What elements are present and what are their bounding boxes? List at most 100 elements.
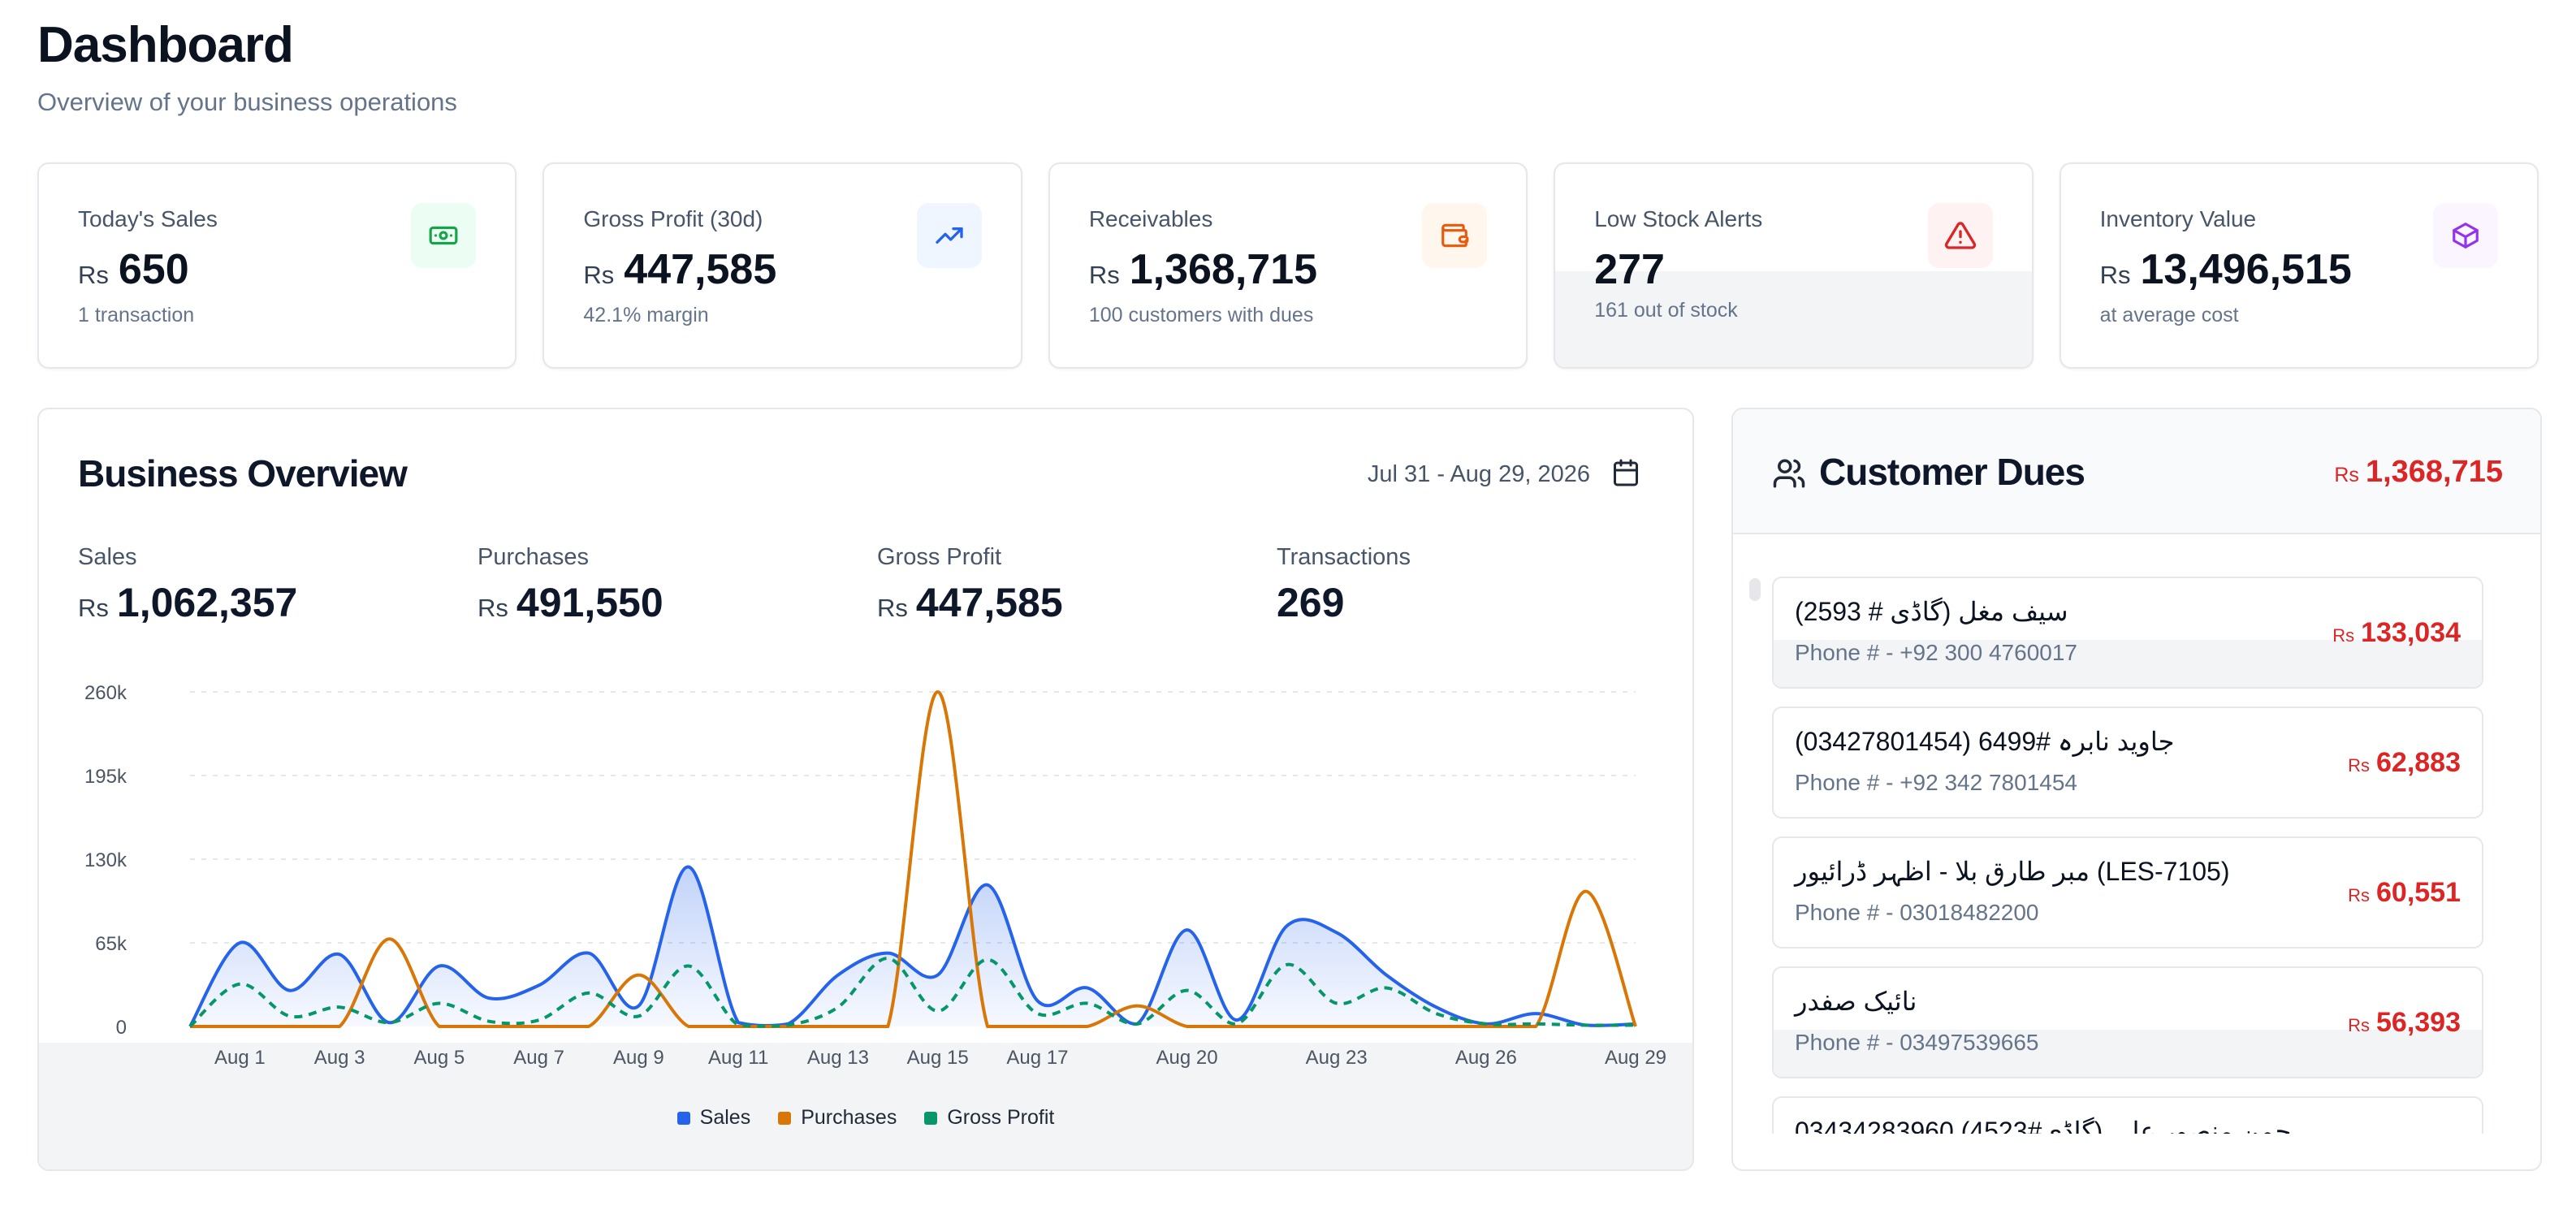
customer-phone: Phone # - +92 300 4760017 <box>1795 640 2077 665</box>
metric-purchases: Purchases Rs 491,550 <box>478 544 663 626</box>
list-item[interactable]: حمن منصور علی (گاڈی#4523) 03434283960 <box>1772 1096 2483 1134</box>
currency-label: Rs <box>2334 464 2359 486</box>
customer-phone: Phone # - 03018482200 <box>1795 900 2039 925</box>
stat-label: Inventory Value <box>2099 206 2257 231</box>
legend-item-sales[interactable]: Sales <box>676 1106 750 1130</box>
customer-name: نائیک صفدر <box>1795 987 1917 1016</box>
stat-value: Rs 447,585 <box>583 246 777 293</box>
y-tick-label: 65k <box>95 933 128 955</box>
currency-label: Rs <box>877 594 908 622</box>
scrollbar-thumb[interactable] <box>1749 578 1761 601</box>
date-range-label[interactable]: Jul 31 - Aug 29, 2026 <box>1367 461 1590 487</box>
x-tick-label: Aug 5 <box>414 1047 465 1069</box>
x-tick-label: Aug 7 <box>513 1047 564 1069</box>
customer-name: حمن منصور علی (گاڈی#4523) 03434283960 <box>1795 1117 2292 1134</box>
metric-sales: Sales Rs 1,062,357 <box>78 544 297 626</box>
legend-item-gross-profit[interactable]: Gross Profit <box>924 1106 1054 1130</box>
x-tick-label: Aug 15 <box>907 1047 969 1069</box>
stat-value: Rs 1,368,715 <box>1088 246 1318 293</box>
series-purchases-line <box>189 690 1637 1028</box>
business-overview-title: Business Overview <box>78 452 408 495</box>
due-amount: Rs 56,393 <box>2348 1007 2461 1038</box>
stat-label: Gross Profit (30d) <box>583 206 763 231</box>
customer-name: مبر طارق بلا - اظہر ڈرائیور (LES-7105) <box>1795 857 2230 886</box>
chart-legend: Sales Purchases Gross Profit <box>39 1106 1692 1130</box>
customer-phone: Phone # - +92 342 7801454 <box>1795 770 2077 795</box>
stat-value: 277 <box>1594 246 1665 293</box>
trending-up-icon <box>916 203 982 268</box>
x-tick-label: Aug 23 <box>1306 1047 1368 1069</box>
x-tick-label: Aug 26 <box>1455 1047 1517 1069</box>
due-amount: Rs 62,883 <box>2348 747 2461 778</box>
page-subtitle: Overview of your business operations <box>37 88 457 116</box>
currency-label: Rs <box>1088 261 1120 289</box>
currency-label: Rs <box>478 594 508 622</box>
series-sales-area <box>190 866 1636 1026</box>
list-item[interactable]: سیف مغل (گاڈی # 2593) Phone # - +92 300 … <box>1772 577 2483 689</box>
business-overview-chart: 0 65k 130k 195k 260k Aug 1 Aug 3 Aug 5 Aug 7 Aug … <box>84 682 1666 1069</box>
stat-cards: Today's Sales Rs 650 1 transaction Gross … <box>37 162 2539 369</box>
x-tick-label: Aug 20 <box>1156 1047 1218 1069</box>
stat-card-receivables[interactable]: Receivables Rs 1,368,715 100 customers wi… <box>1048 162 1528 369</box>
metric-label: Transactions <box>1277 544 1411 570</box>
list-item[interactable]: نائیک صفدر Phone # - 03497539665 Rs 56,39… <box>1772 966 2483 1078</box>
x-tick-label: Aug 29 <box>1605 1047 1666 1069</box>
stat-sub: 161 out of stock <box>1594 299 1738 322</box>
users-icon <box>1772 456 1806 490</box>
x-tick-label: Aug 17 <box>1006 1047 1068 1069</box>
stat-value: Rs 650 <box>78 246 189 293</box>
due-amount: Rs 60,551 <box>2348 877 2461 908</box>
currency-label: Rs <box>583 261 615 289</box>
metric-gross-profit: Gross Profit Rs 447,585 <box>877 544 1063 626</box>
y-tick-label: 260k <box>84 682 128 704</box>
currency-label: Rs <box>78 261 109 289</box>
list-item[interactable]: جاوید نابرہ #6499 (03427801454) Phone # … <box>1772 707 2483 819</box>
y-tick-label: 195k <box>84 766 128 788</box>
page-title: Dashboard <box>37 17 294 73</box>
metric-label: Sales <box>78 544 137 570</box>
stat-sub: 100 customers with dues <box>1088 304 1314 326</box>
customer-dues-title: Customer Dues <box>1819 451 2085 493</box>
stat-sub: 42.1% margin <box>583 304 709 326</box>
metric-value: Rs 491,550 <box>478 580 663 625</box>
metric-value: 269 <box>1277 580 1345 625</box>
stat-card-gross-profit[interactable]: Gross Profit (30d) Rs 447,585 42.1% margi… <box>542 162 1022 369</box>
y-tick-label: 0 <box>116 1017 127 1039</box>
x-tick-label: Aug 11 <box>708 1047 768 1069</box>
alert-triangle-icon <box>1927 203 1993 268</box>
customer-phone: Phone # - 03497539665 <box>1795 1030 2039 1055</box>
x-tick-label: Aug 3 <box>314 1047 365 1069</box>
stat-card-todays-sales[interactable]: Today's Sales Rs 650 1 transaction <box>37 162 517 369</box>
legend-item-purchases[interactable]: Purchases <box>778 1106 897 1130</box>
stat-sub: 1 transaction <box>78 304 195 326</box>
customer-name: سیف مغل (گاڈی # 2593) <box>1795 597 2068 626</box>
customer-dues-list[interactable]: سیف مغل (گاڈی # 2593) Phone # - +92 300 … <box>1772 577 2483 1134</box>
customer-dues-header: Customer Dues Rs 1,368,715 <box>1733 409 2540 534</box>
stat-label: Receivables <box>1088 206 1213 231</box>
wallet-icon <box>1422 203 1488 268</box>
stat-label: Today's Sales <box>78 206 218 231</box>
currency-label: Rs <box>2099 261 2131 289</box>
business-overview-card: Business Overview Jul 31 - Aug 29, 2026 … <box>37 408 1694 1171</box>
list-item[interactable]: مبر طارق بلا - اظہر ڈرائیور (LES-7105) P… <box>1772 836 2483 949</box>
x-tick-label: Aug 1 <box>214 1047 266 1069</box>
metric-transactions: Transactions 269 <box>1277 544 1411 626</box>
customer-dues-total: Rs 1,368,715 <box>2334 455 2503 489</box>
metric-value: Rs 447,585 <box>877 580 1063 625</box>
currency-label: Rs <box>78 594 109 622</box>
stat-sub: at average cost <box>2099 304 2239 326</box>
x-tick-label: Aug 9 <box>613 1047 664 1069</box>
stat-card-inventory-value[interactable]: Inventory Value Rs 13,496,515 at average … <box>2059 162 2539 369</box>
stat-card-low-stock[interactable]: Low Stock Alerts 277 161 out of stock <box>1554 162 2034 369</box>
metric-value: Rs 1,062,357 <box>78 580 298 625</box>
metric-label: Purchases <box>478 544 590 570</box>
cash-icon <box>411 203 477 268</box>
box-icon <box>2433 203 2499 268</box>
metric-label: Gross Profit <box>877 544 1002 570</box>
chart-footer-band <box>39 1043 1692 1169</box>
calendar-icon[interactable] <box>1611 458 1640 487</box>
customer-dues-card: Customer Dues Rs 1,368,715 سیف مغل (گاڈی … <box>1731 408 2542 1171</box>
series-gross-profit-line <box>188 957 1636 1028</box>
y-tick-label: 130k <box>84 849 128 871</box>
due-amount: Rs 133,034 <box>2332 617 2461 648</box>
